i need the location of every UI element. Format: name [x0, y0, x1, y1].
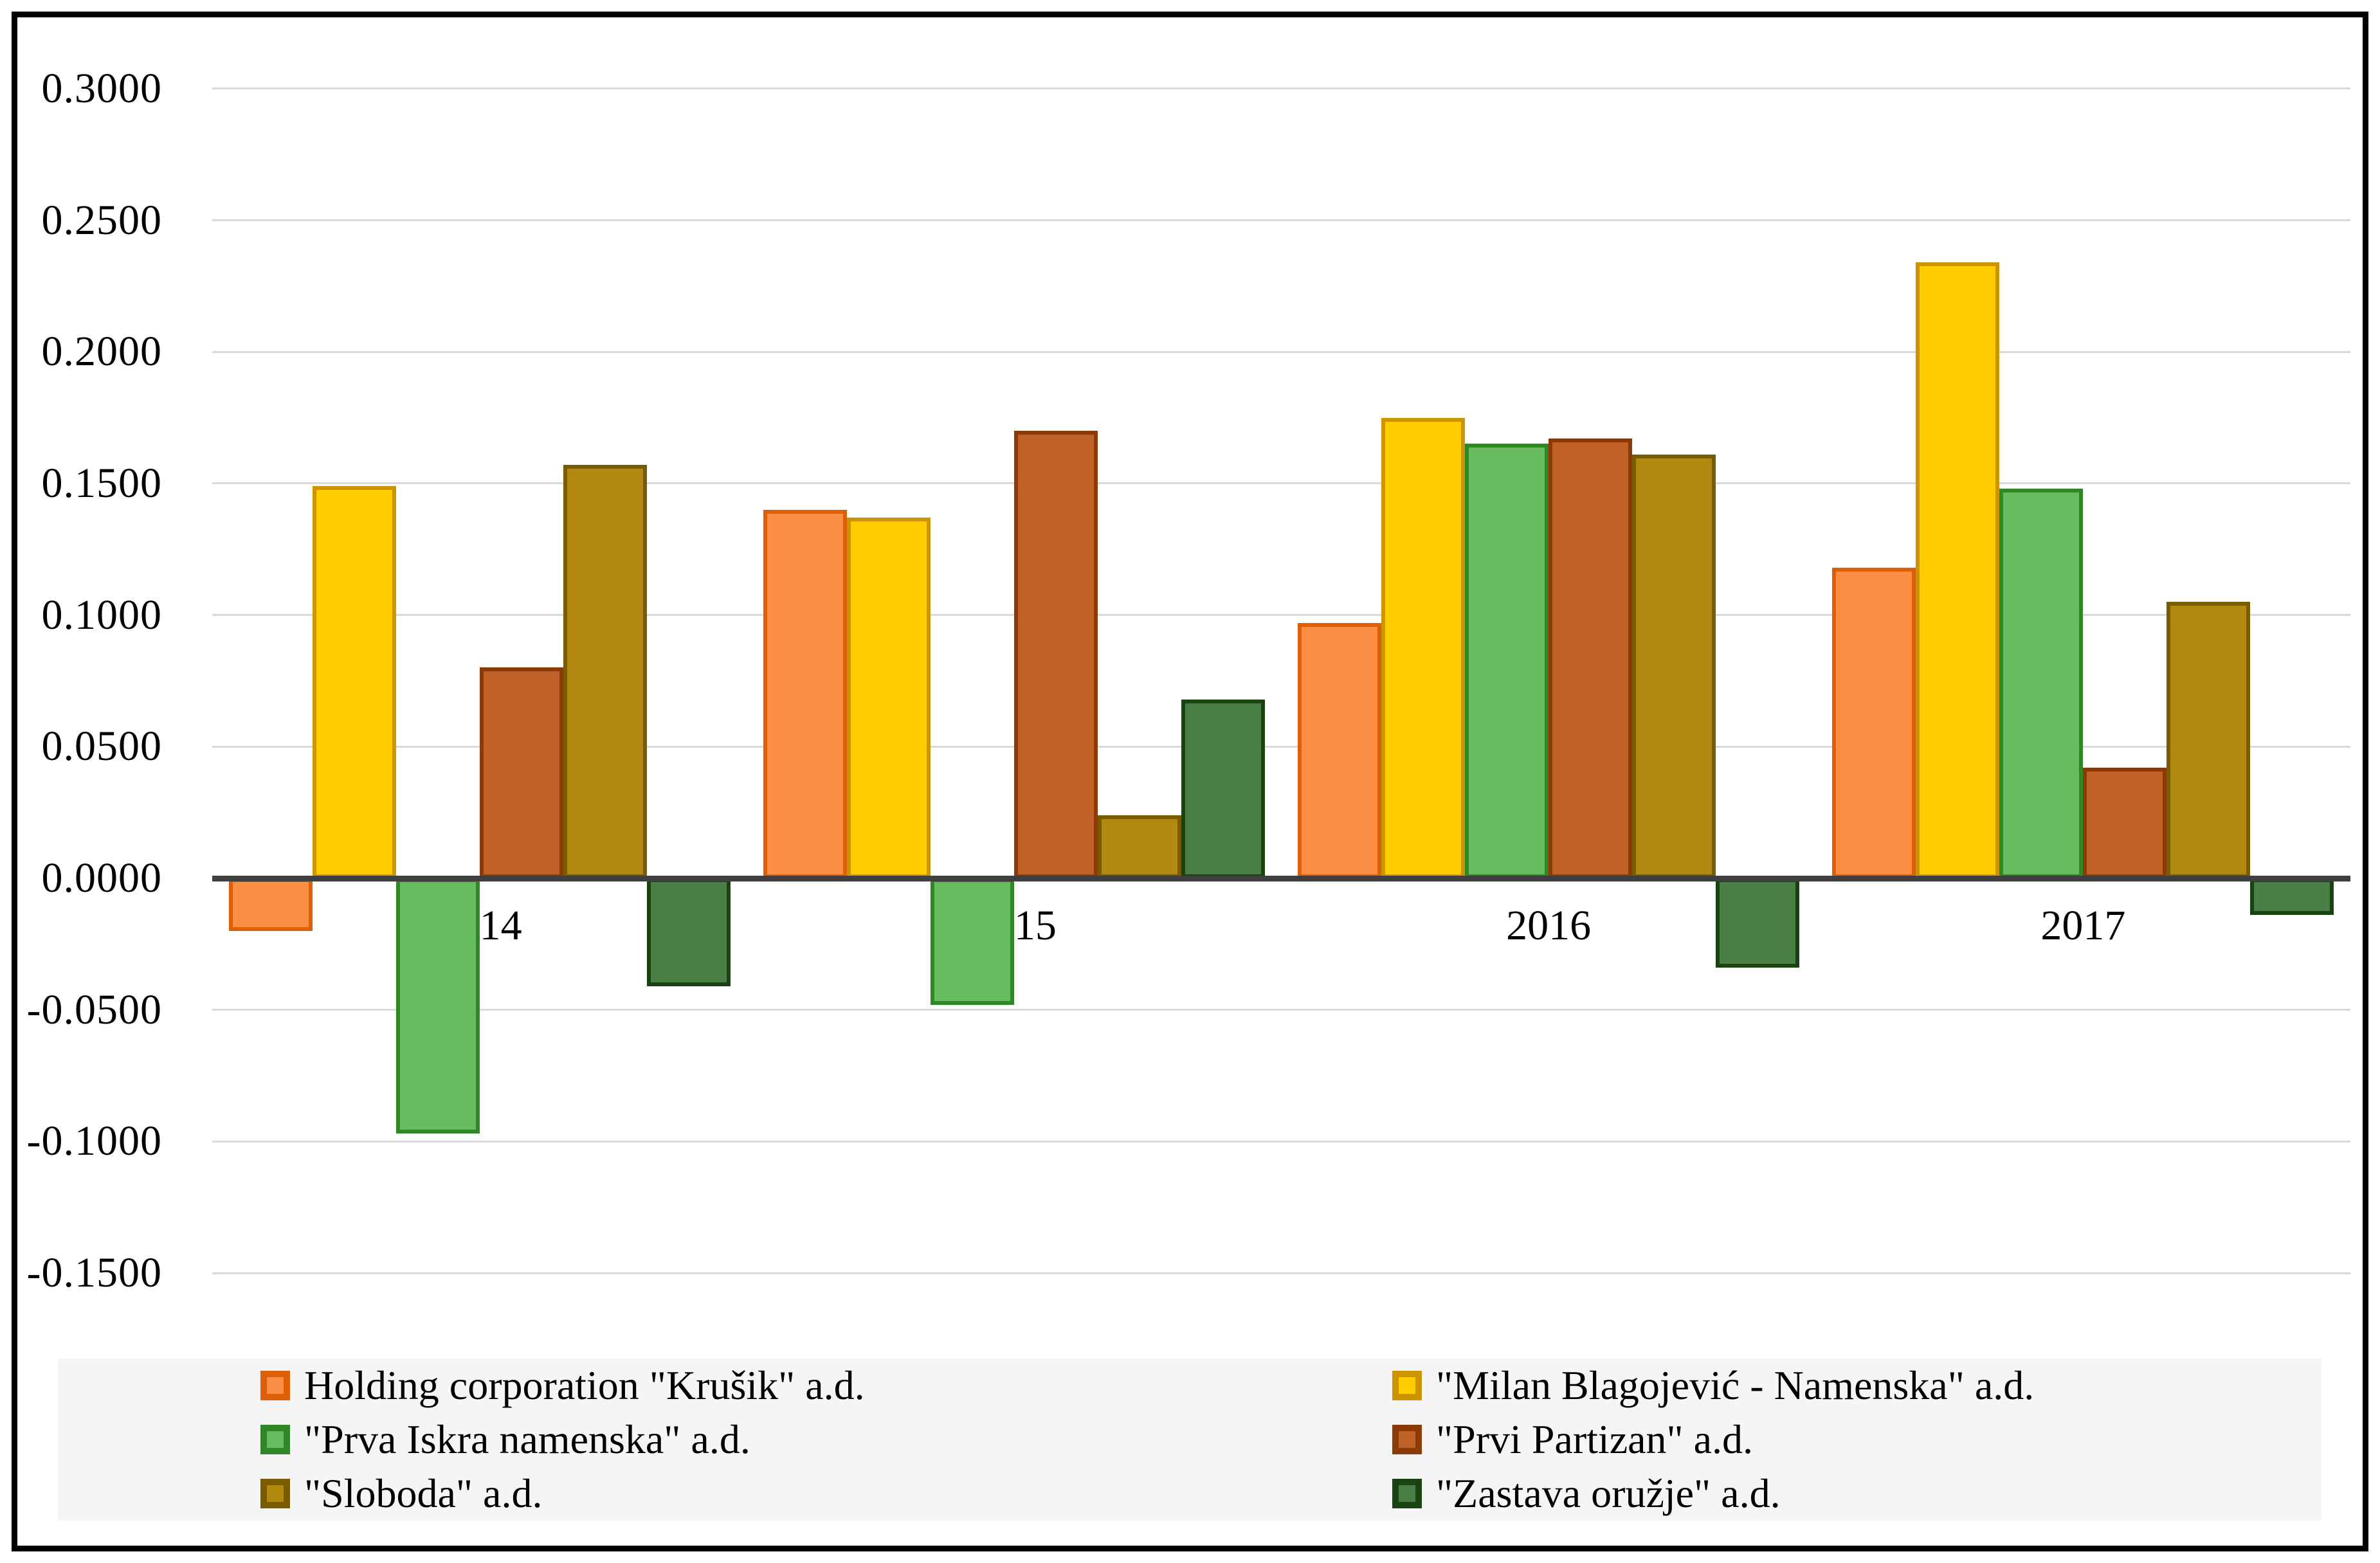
y-axis-tick-label: 0.0500 [41, 723, 162, 770]
legend-label: Holding corporation "Krušik" a.d. [304, 1362, 865, 1408]
zero-axis-line [212, 875, 2350, 881]
bar [479, 667, 563, 878]
bar [395, 878, 480, 1134]
legend-label: "Prvi Partizan" a.d. [1436, 1416, 1754, 1462]
bar [930, 878, 1014, 1005]
bar [563, 465, 647, 878]
bar [1381, 417, 1466, 878]
legend-swatch [1392, 1425, 1422, 1454]
gridline [212, 350, 2350, 353]
gridline [212, 1009, 2350, 1011]
gridline [212, 1140, 2350, 1143]
gridline [212, 87, 2350, 90]
bar [1832, 567, 1916, 878]
gridline [212, 219, 2350, 221]
bar [228, 878, 313, 931]
legend-swatch [1392, 1479, 1422, 1508]
legend-swatch [260, 1479, 290, 1508]
bar [763, 509, 847, 878]
y-axis-tick-label: -0.1500 [26, 1249, 162, 1297]
legend-item: Holding corporation "Krušik" a.d. [58, 1362, 1190, 1409]
bar [1716, 878, 1800, 968]
bar [1549, 438, 1633, 878]
gridline [212, 482, 2350, 485]
category-label: 2015 [971, 902, 1057, 949]
bar [846, 518, 931, 878]
legend-swatch [260, 1371, 290, 1400]
bar [1632, 454, 1716, 878]
bar [1465, 444, 1549, 878]
bar [312, 485, 396, 878]
legend-swatch [1392, 1371, 1422, 1400]
y-axis-tick-label: 0.1500 [41, 459, 162, 507]
y-axis-tick-label: 0.0000 [41, 854, 162, 901]
legend-label: "Sloboda" a.d. [304, 1470, 543, 1516]
legend-item: "Prva Iskra namenska" a.d. [58, 1416, 1190, 1463]
bar [2167, 602, 2251, 878]
category-label: 2016 [1506, 902, 1592, 949]
legend-swatch [260, 1425, 290, 1454]
bar [1298, 622, 1382, 878]
bar [1916, 262, 2000, 878]
legend-label: "Prva Iskra namenska" a.d. [304, 1416, 750, 1462]
legend: Holding corporation "Krušik" a.d. "Milan … [58, 1359, 2321, 1521]
y-axis-tick-label: -0.1000 [26, 1117, 162, 1165]
y-axis-tick-label: 0.2000 [41, 328, 162, 375]
category-label: 2017 [2040, 902, 2126, 949]
legend-label: "Milan Blagojević - Namenska" a.d. [1436, 1362, 2035, 1408]
gridline [212, 614, 2350, 617]
y-axis-tick-label: 0.3000 [41, 64, 162, 112]
legend-item: "Sloboda" a.d. [58, 1470, 1190, 1517]
y-axis-tick-label: 0.2500 [41, 196, 162, 244]
legend-item: "Zastava oružje" a.d. [1190, 1470, 2321, 1517]
legend-label: "Zastava oružje" a.d. [1436, 1470, 1781, 1516]
y-axis-tick-label: 0.1000 [41, 591, 162, 638]
y-axis-tick-label: -0.0500 [26, 986, 162, 1033]
gridline [212, 745, 2350, 748]
gridline [212, 1272, 2350, 1274]
bar [1013, 431, 1098, 878]
bar [646, 878, 731, 986]
bar [2250, 878, 2334, 916]
bar [2083, 768, 2167, 878]
bar [1999, 489, 2084, 878]
legend-item: "Milan Blagojević - Namenska" a.d. [1190, 1362, 2321, 1409]
bar [1181, 699, 1265, 878]
bar [1097, 815, 1181, 878]
legend-item: "Prvi Partizan" a.d. [1190, 1416, 2321, 1463]
